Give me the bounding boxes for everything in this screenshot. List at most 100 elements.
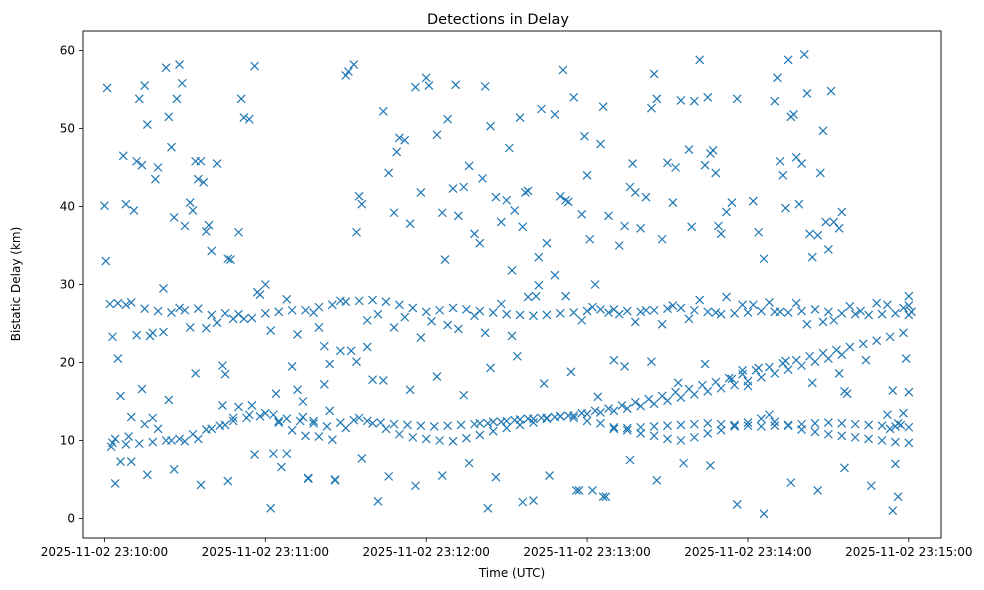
data-point — [118, 151, 128, 161]
x-axis-label: Time (UTC) — [478, 566, 545, 580]
data-point — [167, 436, 176, 445]
data-point — [614, 309, 624, 319]
data-point — [274, 416, 284, 426]
data-point — [303, 474, 313, 484]
data-point — [502, 195, 512, 205]
data-point — [550, 110, 560, 119]
data-point — [185, 322, 195, 332]
data-point — [148, 328, 158, 338]
data-point — [518, 222, 528, 232]
data-point — [394, 133, 404, 143]
data-point — [663, 434, 672, 444]
data-point — [486, 121, 495, 131]
data-point — [569, 411, 579, 420]
data-point — [453, 211, 463, 221]
data-point — [459, 182, 469, 192]
data-point — [716, 383, 726, 393]
data-point — [885, 332, 895, 342]
data-point — [823, 307, 833, 317]
data-point — [596, 305, 605, 314]
y-tick-label: 10 — [60, 434, 75, 448]
data-point — [250, 450, 260, 459]
data-point — [384, 168, 394, 178]
data-point — [807, 252, 817, 262]
data-point — [649, 431, 659, 441]
data-point — [116, 457, 125, 466]
data-point — [604, 211, 613, 221]
data-point — [649, 399, 659, 409]
data-point — [142, 470, 152, 480]
data-point — [319, 379, 329, 389]
data-point — [362, 416, 372, 426]
data-point — [113, 298, 123, 308]
data-point — [199, 177, 209, 187]
data-point — [126, 457, 136, 466]
data-point — [561, 195, 571, 205]
data-point — [569, 413, 579, 423]
data-point — [188, 205, 198, 215]
data-point — [689, 96, 699, 106]
data-point — [716, 425, 726, 435]
data-point — [354, 413, 364, 423]
data-point — [180, 436, 190, 446]
data-point — [148, 437, 158, 447]
data-point — [175, 303, 184, 313]
data-point — [537, 104, 546, 114]
data-point — [687, 222, 697, 232]
data-point — [443, 114, 453, 124]
data-point — [823, 354, 833, 364]
data-point — [748, 196, 758, 206]
data-point — [354, 191, 364, 201]
data-point — [378, 106, 388, 116]
data-point — [212, 318, 222, 328]
data-point — [714, 221, 723, 231]
data-point — [234, 227, 243, 237]
data-point — [609, 422, 619, 432]
data-point — [451, 80, 461, 90]
data-point — [545, 471, 554, 481]
data-point — [663, 421, 672, 431]
data-point — [569, 308, 579, 318]
y-axis: 0 10 20 30 40 50 60 — [60, 44, 83, 526]
data-point — [539, 379, 549, 388]
data-point — [220, 308, 230, 318]
data-point — [770, 417, 780, 427]
data-point — [837, 350, 847, 360]
data-point — [842, 389, 852, 399]
data-point — [247, 313, 257, 323]
data-point — [764, 298, 774, 307]
data-point — [794, 199, 804, 209]
data-point — [877, 436, 887, 445]
data-point — [899, 328, 908, 338]
data-point — [129, 205, 139, 215]
data-point — [475, 238, 485, 248]
data-point — [164, 112, 174, 122]
data-point — [601, 492, 611, 502]
data-point — [416, 333, 426, 342]
data-point — [598, 102, 608, 112]
data-point — [799, 49, 809, 59]
data-point — [132, 156, 142, 166]
data-point — [400, 312, 410, 322]
data-point — [764, 362, 774, 372]
data-point — [510, 205, 520, 215]
data-point — [534, 252, 544, 262]
data-point — [357, 199, 367, 209]
data-point — [579, 131, 589, 141]
data-point — [754, 227, 764, 237]
data-point — [641, 305, 651, 315]
data-point — [904, 438, 914, 448]
data-point — [730, 380, 739, 390]
data-point — [695, 295, 705, 305]
data-point — [727, 198, 737, 208]
data-point — [563, 197, 573, 207]
data-point — [464, 161, 474, 171]
data-point — [153, 163, 163, 172]
data-point — [191, 368, 201, 378]
data-point — [314, 432, 324, 442]
data-point — [703, 386, 713, 396]
data-point — [593, 392, 603, 402]
data-point — [781, 356, 790, 366]
data-point — [716, 229, 726, 239]
